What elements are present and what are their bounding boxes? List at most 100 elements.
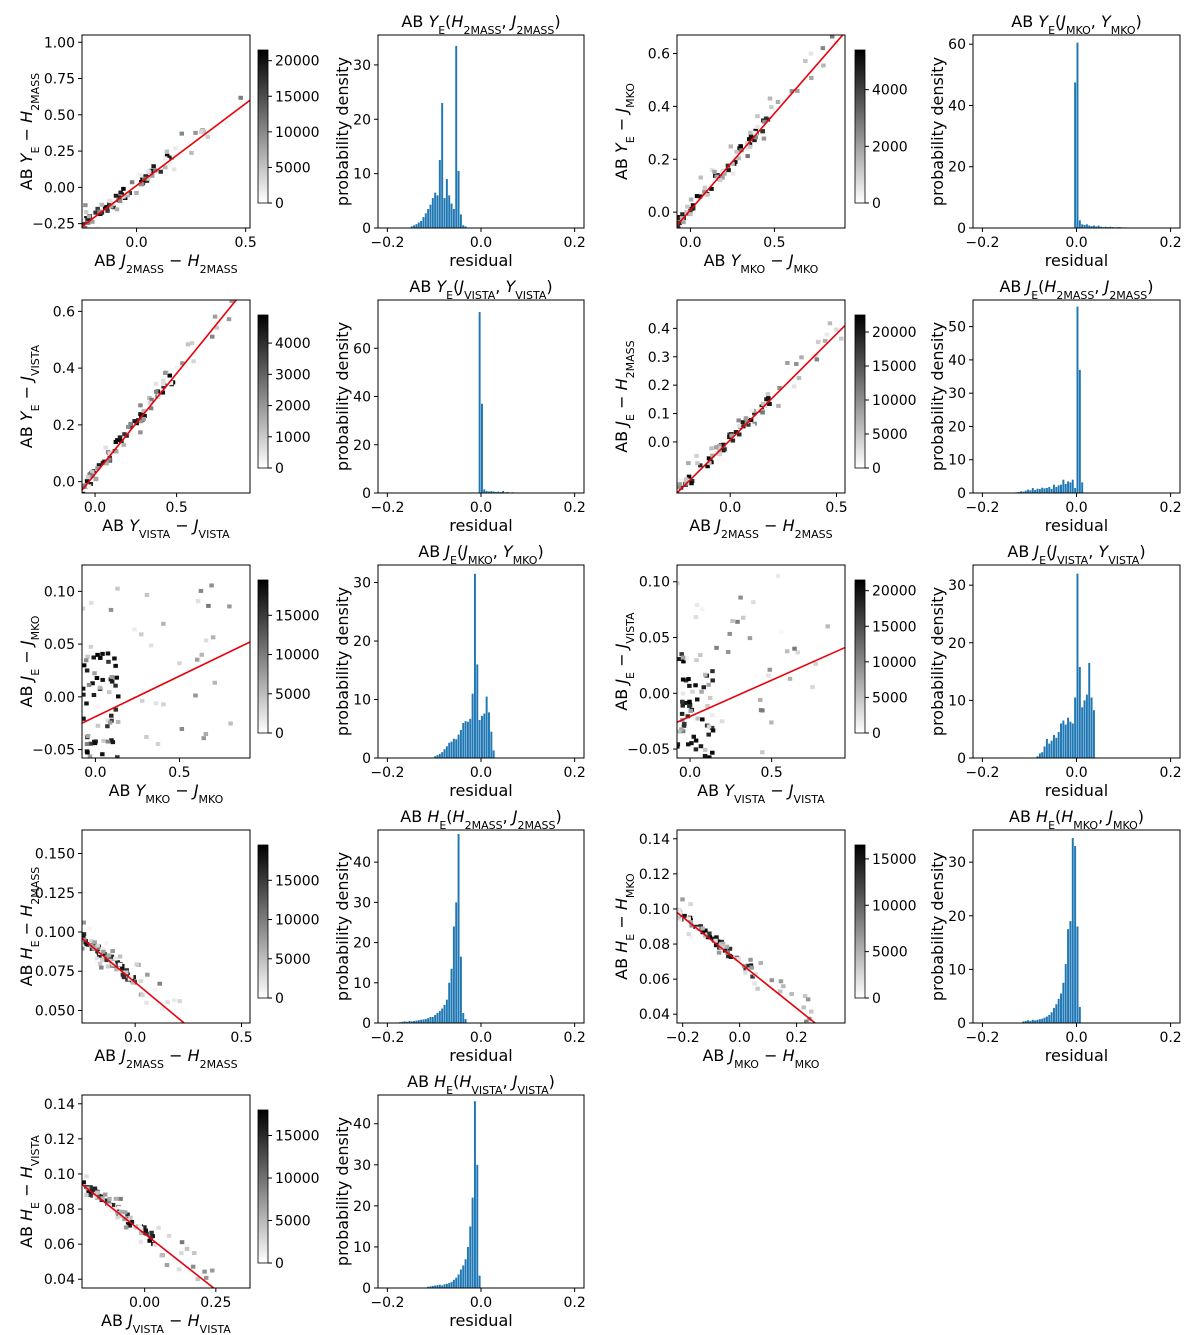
hexbin-point	[695, 461, 700, 466]
histogram-bar	[1092, 225, 1095, 228]
histogram-bar	[1045, 1016, 1048, 1023]
plot-area-h5	[434, 573, 495, 758]
hexbin-point	[710, 750, 715, 755]
panel-s5: 0.0 0.5 −0.05 0.00 0.05 0.10 AB YMKO − JMKO AB…	[17, 564, 320, 806]
hexbin-point	[82, 225, 88, 228]
panel-s1: 0.0 0.5 −0.25 0.00 0.25 0.50 0.75 1.00 AB J2MASS…	[17, 34, 320, 276]
histogram-bar	[1083, 700, 1086, 758]
x-axis-label: residual	[1045, 781, 1108, 800]
histogram-bar	[410, 226, 413, 228]
hexbin-point	[685, 714, 691, 719]
hexbin-point	[110, 1202, 116, 1207]
panel-h4: −0.2 0.0 0.2 0 10 20 30 40 50 residual probability…	[928, 277, 1182, 535]
plot-area-h9	[427, 1101, 481, 1288]
hexbin-point	[161, 621, 166, 626]
hexbin-point	[163, 370, 168, 375]
histogram-bar	[464, 721, 467, 758]
hexbin-point	[746, 422, 751, 427]
y-tick-label: 0.6	[53, 304, 75, 320]
colorbar-tick-label: 15000	[275, 873, 320, 889]
hexbin-point	[171, 153, 177, 158]
hexbin-point	[809, 75, 814, 80]
histogram-bar	[448, 1283, 451, 1288]
hexbin-point	[822, 338, 828, 343]
hexbin-point	[699, 689, 704, 694]
hexbin-point	[154, 389, 159, 394]
y-axis-label: probability density	[928, 587, 947, 736]
hexbin-point	[84, 701, 89, 706]
fit-line	[677, 324, 845, 493]
hexbin-point	[795, 88, 800, 93]
hexbin-point	[84, 216, 89, 221]
hexbin-point	[750, 974, 755, 979]
histogram-bar	[455, 45, 458, 228]
hexbin-point	[791, 384, 797, 389]
hexbin-point	[720, 175, 725, 180]
hexbin-point	[834, 327, 839, 332]
fit-line	[82, 641, 250, 724]
hexbin-point	[185, 342, 191, 347]
histogram-bar	[483, 713, 486, 758]
hexbin-point	[149, 397, 154, 402]
y-tick-label: 0.08	[44, 1202, 75, 1218]
hexbin-point	[709, 446, 714, 451]
hexbin-point	[145, 176, 151, 181]
hexbin-point	[769, 978, 775, 983]
hexbin-point	[210, 635, 216, 640]
y-tick-label: 0.75	[44, 72, 75, 88]
hexbin-point	[179, 1251, 184, 1256]
y-tick-label: 20	[948, 636, 966, 652]
histogram-bar	[1109, 226, 1112, 228]
hexbin-point	[125, 193, 130, 198]
hexbin-point	[195, 599, 201, 604]
histogram-bar	[1088, 662, 1091, 758]
hexbin-point	[139, 182, 144, 187]
hexbin-point	[114, 675, 119, 680]
y-axis-label: probability density	[333, 852, 352, 1001]
hexbin-point	[693, 738, 699, 743]
panel-h5: −0.2 0.0 0.2 0 10 20 30 residual probability den…	[333, 542, 586, 800]
y-axis-label: probability density	[333, 322, 352, 471]
histogram-bar	[1043, 488, 1046, 493]
colorbar	[854, 844, 866, 999]
hexbin-point	[85, 733, 91, 738]
colorbar-tick-label: 0	[275, 991, 284, 1007]
hexbin-point	[117, 435, 123, 440]
y-tick-label: 0.6	[648, 47, 670, 63]
fit-line	[677, 646, 845, 724]
hexbin-point	[149, 173, 155, 178]
colorbar	[257, 49, 269, 204]
hexbin-point	[715, 939, 721, 944]
y-tick-label: 0.00	[44, 690, 75, 706]
histogram-bar	[462, 1265, 465, 1288]
y-tick-label: 0.050	[35, 1003, 75, 1019]
histogram-bar	[413, 225, 416, 228]
hexbin-point	[680, 212, 685, 217]
hexbin-point	[681, 659, 686, 664]
y-axis-label: AB YE − H2MASS	[17, 73, 42, 191]
hexbin-point	[162, 156, 168, 161]
hexbin-point	[101, 949, 106, 954]
hexbin-point	[128, 1215, 133, 1220]
hexbin-point	[113, 683, 118, 688]
y-axis-label: probability density	[333, 587, 352, 736]
colorbar-tick-label: 10000	[275, 648, 320, 664]
hexbin-point	[767, 401, 772, 406]
y-tick-label: 0	[362, 221, 371, 237]
y-axis-label: probability density	[333, 1117, 352, 1266]
axes-frame	[81, 829, 251, 1024]
hexbin-point	[112, 1207, 118, 1212]
x-axis-label: residual	[449, 1046, 512, 1065]
hexbin-point	[88, 741, 93, 746]
hexbin-point	[752, 130, 758, 135]
hexbin-point	[138, 979, 144, 984]
hexbin-point	[677, 729, 682, 734]
hexbin-point	[93, 210, 98, 215]
histogram-bar	[1031, 1019, 1034, 1023]
hexbin-point	[90, 681, 95, 686]
hexbin-point	[784, 649, 790, 654]
hexbin-point	[100, 1196, 105, 1201]
hexbin-point	[138, 173, 144, 178]
colorbar-tick-label: 15000	[275, 89, 320, 105]
hexbin-point	[767, 96, 773, 101]
